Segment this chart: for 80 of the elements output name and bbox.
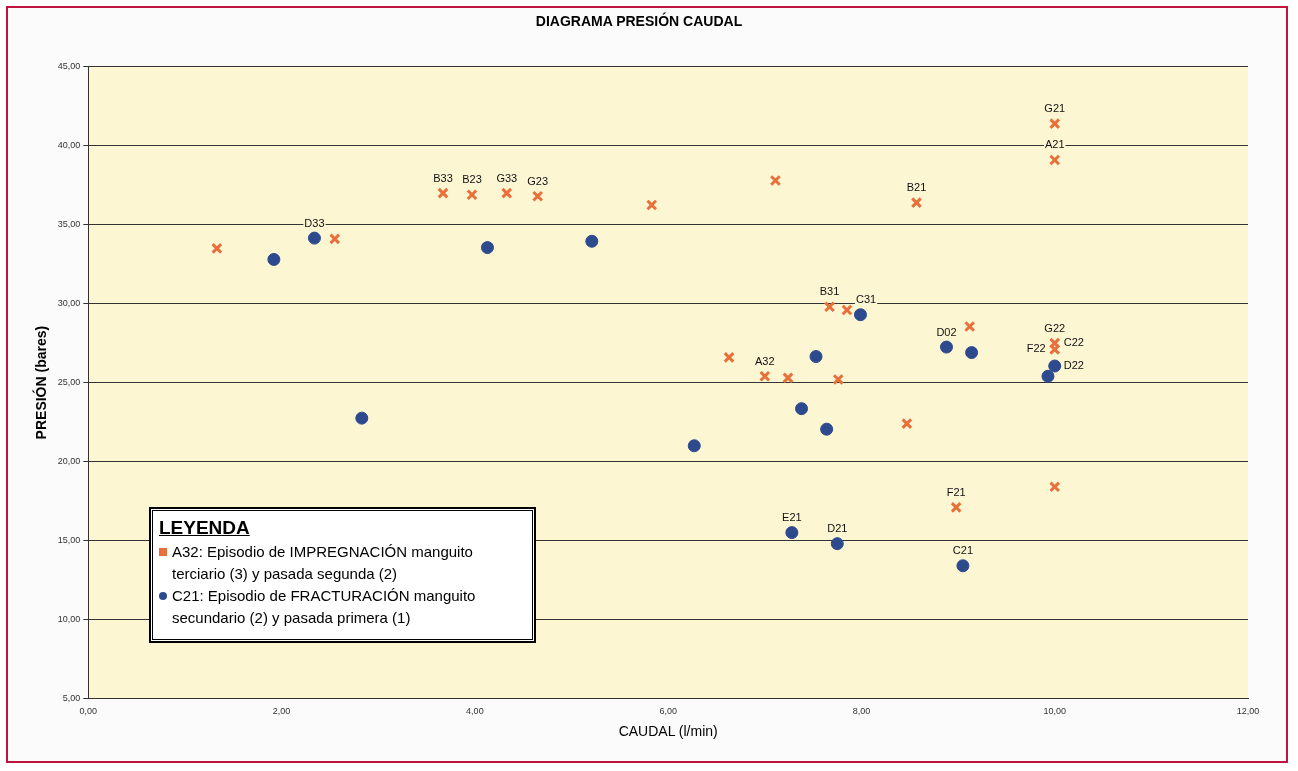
- point: [910, 196, 923, 209]
- point: [723, 351, 735, 364]
- point: [809, 350, 823, 364]
- point: [355, 411, 369, 425]
- x-axis-title: CAUDAL (l/min): [618, 723, 718, 740]
- annotation: G23: [527, 174, 549, 187]
- y-tick-label: 35,00: [57, 219, 81, 230]
- legend-label: C21: Episodio de FRACTURACIÓN manguito secundario (2) y pasada primera (1): [172, 586, 477, 628]
- point: [963, 320, 976, 333]
- point: [585, 234, 599, 248]
- point: [1048, 154, 1061, 166]
- annotation: D33: [304, 216, 325, 229]
- annotation: C31: [855, 293, 877, 306]
- annotation: D21: [827, 522, 848, 535]
- x-tick-label: 6,00: [659, 706, 677, 717]
- x-tick-label: 12,00: [1236, 706, 1260, 717]
- point: [950, 501, 962, 514]
- point: [267, 252, 281, 266]
- point: [211, 242, 223, 255]
- annotation: G21: [1044, 102, 1066, 115]
- annotation: G22: [1044, 321, 1066, 334]
- annotation: E21: [782, 511, 802, 524]
- x-tick-label: 10,00: [1043, 706, 1066, 717]
- y-tick-label: 30,00: [57, 298, 81, 309]
- point: [1048, 359, 1062, 373]
- y-tick-label: 20,00: [57, 456, 81, 467]
- x-tick-label: 0,00: [79, 706, 98, 717]
- x-tick-label: 2,00: [272, 706, 291, 717]
- point: [531, 190, 544, 203]
- point: [1048, 117, 1061, 130]
- point: [853, 308, 867, 322]
- x-tick-label: 8,00: [852, 706, 871, 717]
- y-tick-label: 5,00: [62, 692, 81, 703]
- chart-title: DIAGRAMA PRESIÓN CAUDAL: [535, 12, 743, 30]
- y-tick-label: 40,00: [57, 140, 81, 151]
- annotation: B33: [433, 171, 453, 184]
- y-tick-label: 25,00: [57, 377, 81, 388]
- y-tick-label: 15,00: [57, 534, 81, 545]
- annotation: A32: [755, 354, 775, 367]
- annotation: D02: [936, 325, 957, 338]
- x-tick-label: 4,00: [466, 706, 484, 717]
- point: [437, 187, 449, 199]
- point: [1041, 369, 1055, 383]
- annotation: A21: [1044, 138, 1065, 151]
- annotation: C22: [1063, 336, 1084, 349]
- annotation: F21: [946, 485, 966, 498]
- annotation: C21: [952, 544, 974, 557]
- point: [329, 233, 341, 245]
- point: [939, 340, 953, 354]
- legend-title: LEYENDA: [159, 517, 251, 539]
- y-axis-title: PRESIÓN (bares): [32, 325, 50, 440]
- point: [782, 372, 794, 384]
- point: [307, 231, 321, 245]
- point: [795, 402, 809, 416]
- annotation: B31: [819, 285, 840, 298]
- point: [830, 537, 844, 551]
- annotation: B21: [906, 181, 927, 194]
- point: [823, 301, 836, 313]
- point: [501, 187, 513, 199]
- point: [769, 174, 782, 187]
- y-tick-label: 10,00: [57, 613, 81, 624]
- annotation: F22: [1026, 342, 1046, 355]
- point: [965, 346, 979, 360]
- point: [759, 370, 771, 383]
- y-tick-label: 45,00: [57, 61, 81, 72]
- point: [687, 439, 701, 453]
- point: [841, 304, 853, 316]
- point: [832, 373, 844, 386]
- annotation: B23: [462, 173, 482, 186]
- point: [1048, 481, 1061, 493]
- point: [820, 422, 834, 436]
- point: [480, 241, 494, 255]
- point: [466, 188, 478, 201]
- annotation: G33: [496, 171, 518, 184]
- point: [956, 559, 970, 573]
- point: [785, 526, 799, 540]
- annotation: D22: [1063, 359, 1084, 372]
- point: [645, 199, 658, 211]
- point: [901, 417, 913, 430]
- legend-label: A32: Episodio de IMPREGNACIÓN manguito terciario (3) y pasada segunda (2): [172, 542, 474, 584]
